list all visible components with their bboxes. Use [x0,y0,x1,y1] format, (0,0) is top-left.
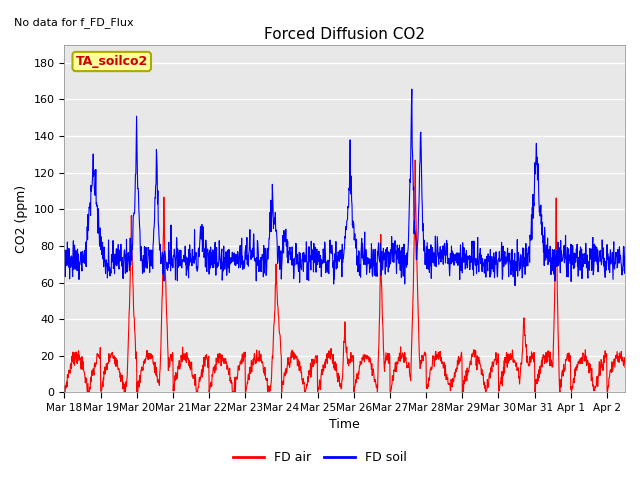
FD soil [104,261,111,266]
FD soil [320,260,328,266]
FD soil [511,283,519,288]
FD soil [380,245,387,251]
FD soil [298,257,306,263]
FD air [412,157,419,163]
Text: No data for f_FD_Flux: No data for f_FD_Flux [14,17,134,28]
FD air [127,247,135,252]
Legend: FD air, FD soil: FD air, FD soil [228,446,412,469]
Text: TA_soilco2: TA_soilco2 [76,55,148,68]
FD air [61,384,68,389]
FD air [104,360,112,366]
Line: FD soil: FD soil [65,89,625,286]
FD soil [127,262,134,268]
FD air [621,364,629,370]
Title: Forced Diffusion CO2: Forced Diffusion CO2 [264,27,425,42]
Line: FD air: FD air [65,160,625,393]
FD soil [621,244,629,250]
FD air [83,390,91,396]
FD air [380,351,388,357]
FD soil [408,86,415,92]
FD soil [61,247,68,253]
FD air [321,365,328,371]
FD air [310,359,318,365]
FD soil [310,240,317,246]
X-axis label: Time: Time [330,419,360,432]
FD air [299,381,307,387]
Y-axis label: CO2 (ppm): CO2 (ppm) [15,184,28,252]
